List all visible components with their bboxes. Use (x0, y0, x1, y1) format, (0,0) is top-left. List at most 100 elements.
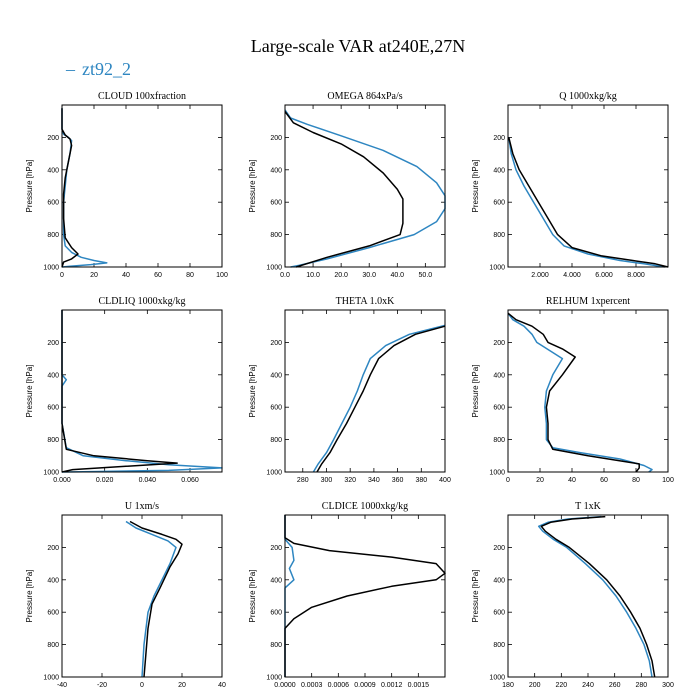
x-tick-label: 40 (218, 682, 226, 689)
series-line-1 (125, 520, 177, 678)
x-tick-label: 0.0 (280, 272, 290, 279)
y-axis-label: Pressure [hPa] (471, 160, 480, 213)
chart-panel-1: CLOUD 100xfraction Pressure [hPa] 0 20 40 60 8… (25, 91, 228, 279)
x-tick-label: 280 (635, 682, 647, 689)
plot-frame (61, 514, 223, 678)
x-tick-label: 40 (122, 272, 130, 279)
y-tick-label: 800 (270, 642, 282, 649)
plot-frame (284, 514, 446, 678)
panel-title: CLDICE 1000xkg/kg (322, 501, 408, 512)
y-tick-label: 400 (493, 577, 505, 584)
x-tick-label: 20.0 (334, 272, 348, 279)
panel-title: Q 1000xkg/kg (559, 91, 617, 102)
y-tick-label: 1000 (266, 265, 282, 272)
x-tick-label: 300 (662, 682, 674, 689)
series-line-2 (508, 137, 669, 268)
y-tick-label: 800 (493, 437, 505, 444)
y-axis-label: Pressure [hPa] (248, 160, 257, 213)
series-line-1 (508, 137, 665, 268)
y-tick-label: 400 (47, 577, 59, 584)
x-tick-label: 340 (368, 477, 380, 484)
panel-title: THETA 1.0xK (336, 296, 395, 307)
series-line-1 (284, 109, 446, 268)
series-line-1 (507, 312, 653, 473)
y-tick-label: 1000 (266, 675, 282, 682)
y-tick-label: 200 (270, 340, 282, 347)
series-line-2 (284, 111, 404, 268)
x-tick-label: 100 (662, 477, 674, 484)
y-tick-label: 1000 (43, 470, 59, 477)
y-tick-label: 600 (493, 405, 505, 412)
x-tick-label: 0.0000 (274, 682, 296, 689)
y-tick-label: 200 (47, 135, 59, 142)
legend-label: zt92_2 (82, 59, 131, 79)
y-tick-label: 200 (270, 545, 282, 552)
x-tick-label: 100 (216, 272, 228, 279)
chart-panel-5: THETA 1.0xK Pressure [hPa] 280 300 320 340 360… (248, 296, 451, 484)
x-tick-label: 6.000 (595, 272, 613, 279)
x-tick-label: 360 (392, 477, 404, 484)
chart-panel-4: CLDLIQ 1000xkg/kg Pressure [hPa] 0.000 0.02… (25, 296, 223, 484)
y-tick-label: 400 (493, 372, 505, 379)
y-tick-label: 200 (493, 340, 505, 347)
y-tick-label: 200 (270, 135, 282, 142)
x-tick-label: 320 (344, 477, 356, 484)
x-tick-label: 80 (186, 272, 194, 279)
chart-panel-9: T 1xK Pressure [hPa] 180 200 220 240 260 280 300… (471, 501, 674, 689)
y-tick-label: 1000 (489, 470, 505, 477)
y-axis-label: Pressure [hPa] (471, 570, 480, 623)
x-tick-label: 60 (600, 477, 608, 484)
y-tick-label: 800 (270, 232, 282, 239)
series-line-2 (507, 312, 640, 473)
y-tick-label: 600 (47, 610, 59, 617)
y-tick-label: 400 (270, 577, 282, 584)
series-line-1 (61, 310, 223, 473)
y-tick-label: 200 (47, 545, 59, 552)
y-tick-label: 800 (47, 232, 59, 239)
x-tick-label: 0.000 (53, 477, 71, 484)
x-tick-label: 80 (632, 477, 640, 484)
y-tick-label: 1000 (43, 265, 59, 272)
x-tick-label: 0 (60, 272, 64, 279)
chart-panels: CLOUD 100xfraction Pressure [hPa] 0 20 40 60 8… (25, 91, 674, 689)
x-tick-label: 20 (536, 477, 544, 484)
y-tick-label: 400 (270, 372, 282, 379)
x-tick-label: 280 (297, 477, 309, 484)
series-line-1 (284, 515, 295, 677)
x-tick-label: 0.0015 (408, 682, 430, 689)
y-axis-label: Pressure [hPa] (248, 365, 257, 418)
y-tick-label: 600 (270, 405, 282, 412)
x-tick-label: 200 (529, 682, 541, 689)
series-line-2 (284, 515, 446, 677)
series-line-2 (540, 515, 656, 678)
figure-title: Large-scale VAR at240E,27N (251, 36, 465, 56)
series-line-1 (537, 515, 653, 678)
x-tick-label: 300 (321, 477, 333, 484)
x-tick-label: -20 (97, 682, 107, 689)
chart-panel-7: U 1xm/s Pressure [hPa] -40 -20 0 20 40 200 400 60… (25, 501, 226, 689)
x-tick-label: 2.000 (531, 272, 549, 279)
x-tick-label: 0.0009 (354, 682, 376, 689)
y-tick-label: 1000 (266, 470, 282, 477)
x-tick-label: 0 (506, 477, 510, 484)
series-line-2 (61, 108, 79, 268)
x-tick-label: 380 (415, 477, 427, 484)
y-tick-label: 600 (270, 200, 282, 207)
x-tick-label: -40 (57, 682, 67, 689)
y-tick-label: 800 (493, 642, 505, 649)
panel-title: T 1xK (575, 501, 601, 512)
y-tick-label: 800 (47, 642, 59, 649)
x-tick-label: 0.020 (96, 477, 114, 484)
series-line-2 (61, 310, 178, 473)
y-axis-label: Pressure [hPa] (25, 365, 34, 418)
x-tick-label: 40 (568, 477, 576, 484)
legend-dash: – (65, 59, 76, 79)
plot-frame (284, 309, 446, 473)
y-axis-label: Pressure [hPa] (471, 365, 480, 418)
y-tick-label: 600 (47, 200, 59, 207)
plot-frame (507, 104, 669, 268)
x-tick-label: 220 (555, 682, 567, 689)
panel-title: CLOUD 100xfraction (98, 91, 186, 102)
x-tick-label: 0.0012 (381, 682, 403, 689)
